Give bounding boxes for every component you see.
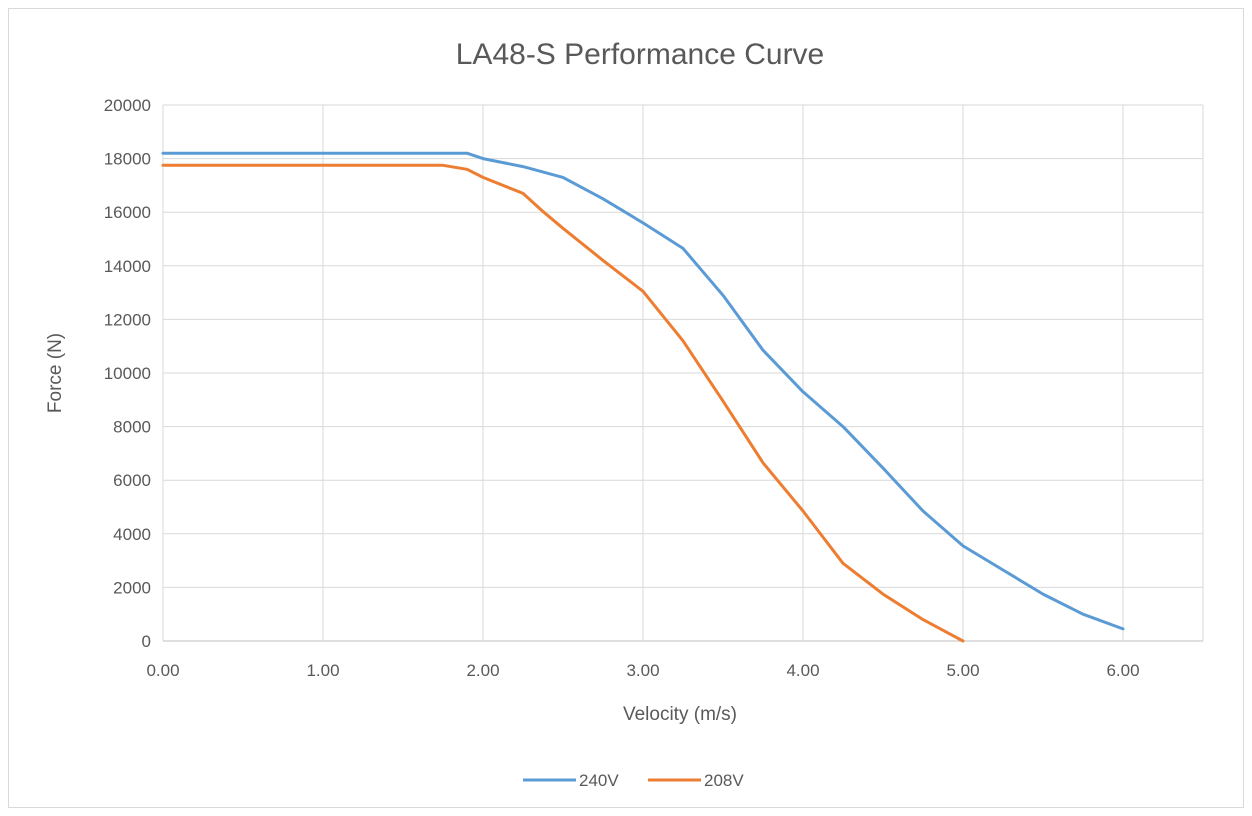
x-tick-label: 2.00 bbox=[466, 661, 499, 680]
y-tick-label: 18000 bbox=[104, 150, 151, 169]
series-line-208v bbox=[161, 163, 965, 643]
legend: 240V 208V bbox=[523, 771, 744, 790]
y-tick-label: 0 bbox=[142, 632, 151, 651]
series-line-240v bbox=[161, 151, 1125, 631]
x-axis-label: Velocity (m/s) bbox=[623, 704, 737, 725]
y-tick-label: 14000 bbox=[104, 257, 151, 276]
grid bbox=[162, 104, 1204, 642]
chart-title: LA48-S Performance Curve bbox=[456, 38, 825, 71]
x-tick-label: 0.00 bbox=[146, 661, 179, 680]
x-tick-labels: 0.00 1.00 2.00 3.00 4.00 5.00 6.00 bbox=[146, 661, 1139, 680]
x-tick-label: 1.00 bbox=[306, 661, 339, 680]
y-tick-label: 12000 bbox=[104, 310, 151, 329]
y-tick-label: 20000 bbox=[104, 96, 151, 115]
y-tick-labels: 0 2000 4000 6000 8000 10000 12000 14000 16000 180… bbox=[104, 96, 151, 651]
x-tick-label: 3.00 bbox=[626, 661, 659, 680]
x-tick-label: 5.00 bbox=[946, 661, 979, 680]
y-tick-label: 10000 bbox=[104, 364, 151, 383]
y-tick-label: 8000 bbox=[113, 418, 151, 437]
y-tick-label: 2000 bbox=[113, 578, 151, 597]
y-tick-label: 16000 bbox=[104, 203, 151, 222]
series-lines bbox=[161, 151, 1125, 643]
x-tick-label: 4.00 bbox=[786, 661, 819, 680]
legend-label-240v: 240V bbox=[579, 771, 619, 790]
y-tick-label: 6000 bbox=[113, 471, 151, 490]
chart-area bbox=[8, 8, 1244, 808]
y-axis-label: Force (N) bbox=[45, 333, 66, 413]
y-tick-label: 4000 bbox=[113, 525, 151, 544]
legend-label-208v: 208V bbox=[704, 771, 744, 790]
x-tick-label: 6.00 bbox=[1106, 661, 1139, 680]
